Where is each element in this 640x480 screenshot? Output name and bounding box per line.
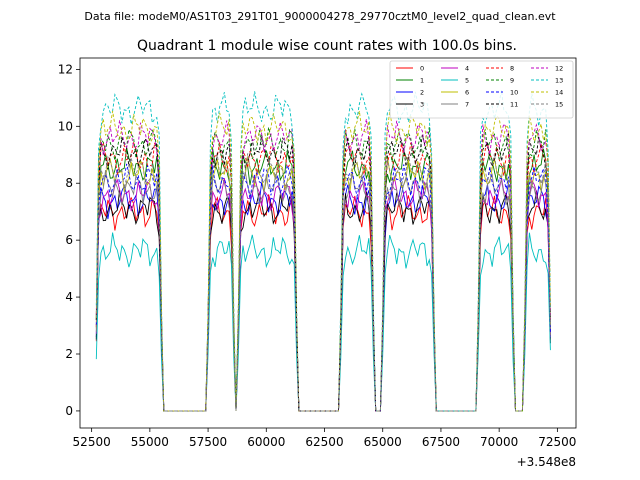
x-tick-label: 62500 (305, 435, 343, 449)
x-tick-label: 67500 (422, 435, 460, 449)
x-tick-label: 60000 (247, 435, 285, 449)
x-tick-label: 70000 (480, 435, 518, 449)
plot-area-frame (79, 57, 577, 429)
legend-label-11: 11 (510, 101, 518, 109)
x-tick-label: 55000 (131, 435, 169, 449)
legend-label-6: 6 (465, 89, 469, 97)
y-tick-label: 0 (65, 404, 73, 418)
series-line-1 (95, 147, 551, 412)
x-tick-label: 65000 (364, 435, 402, 449)
legend-label-0: 0 (420, 65, 424, 73)
series-line-5 (95, 232, 551, 412)
x-tick-label: 57500 (189, 435, 227, 449)
legend-label-4: 4 (465, 65, 469, 73)
legend-label-5: 5 (465, 77, 469, 85)
legend-label-13: 13 (555, 77, 563, 85)
x-axis: 52500 55000 57500 60000 62500 65000 67500 70000… (73, 428, 576, 449)
legend-label-1: 1 (420, 77, 424, 85)
legend-box (389, 60, 574, 119)
y-axis: 0 2 4 6 8 10 12 (58, 62, 80, 418)
legend-label-14: 14 (555, 89, 563, 97)
series-layer (95, 90, 551, 412)
y-tick-label: 10 (58, 119, 73, 133)
legend-label-12: 12 (555, 65, 563, 73)
y-tick-label: 2 (65, 347, 73, 361)
series-line-15 (95, 153, 551, 412)
x-offset-label: +3.548e8 (517, 455, 576, 469)
legend-label-8: 8 (510, 65, 514, 73)
series-line-14 (95, 110, 551, 412)
y-tick-label: 12 (58, 62, 73, 76)
legend-label-10: 10 (510, 89, 518, 97)
legend-label-7: 7 (465, 101, 469, 109)
series-line-13 (95, 90, 551, 412)
legend-label-15: 15 (555, 101, 563, 109)
y-tick-label: 8 (65, 176, 73, 190)
legend-label-2: 2 (420, 89, 424, 97)
series-line-3 (95, 190, 551, 412)
x-tick-label: 52500 (73, 435, 111, 449)
y-tick-label: 4 (65, 290, 73, 304)
x-tick-label: 72500 (538, 435, 576, 449)
legend-label-3: 3 (420, 101, 424, 109)
suptitle: Data file: modeM0/AS1T03_291T01_90000042… (84, 10, 556, 23)
chart-title: Quadrant 1 module wise count rates with … (137, 38, 517, 54)
y-tick-label: 6 (65, 233, 73, 247)
series-line-0 (95, 194, 551, 412)
legend-label-9: 9 (510, 77, 514, 85)
